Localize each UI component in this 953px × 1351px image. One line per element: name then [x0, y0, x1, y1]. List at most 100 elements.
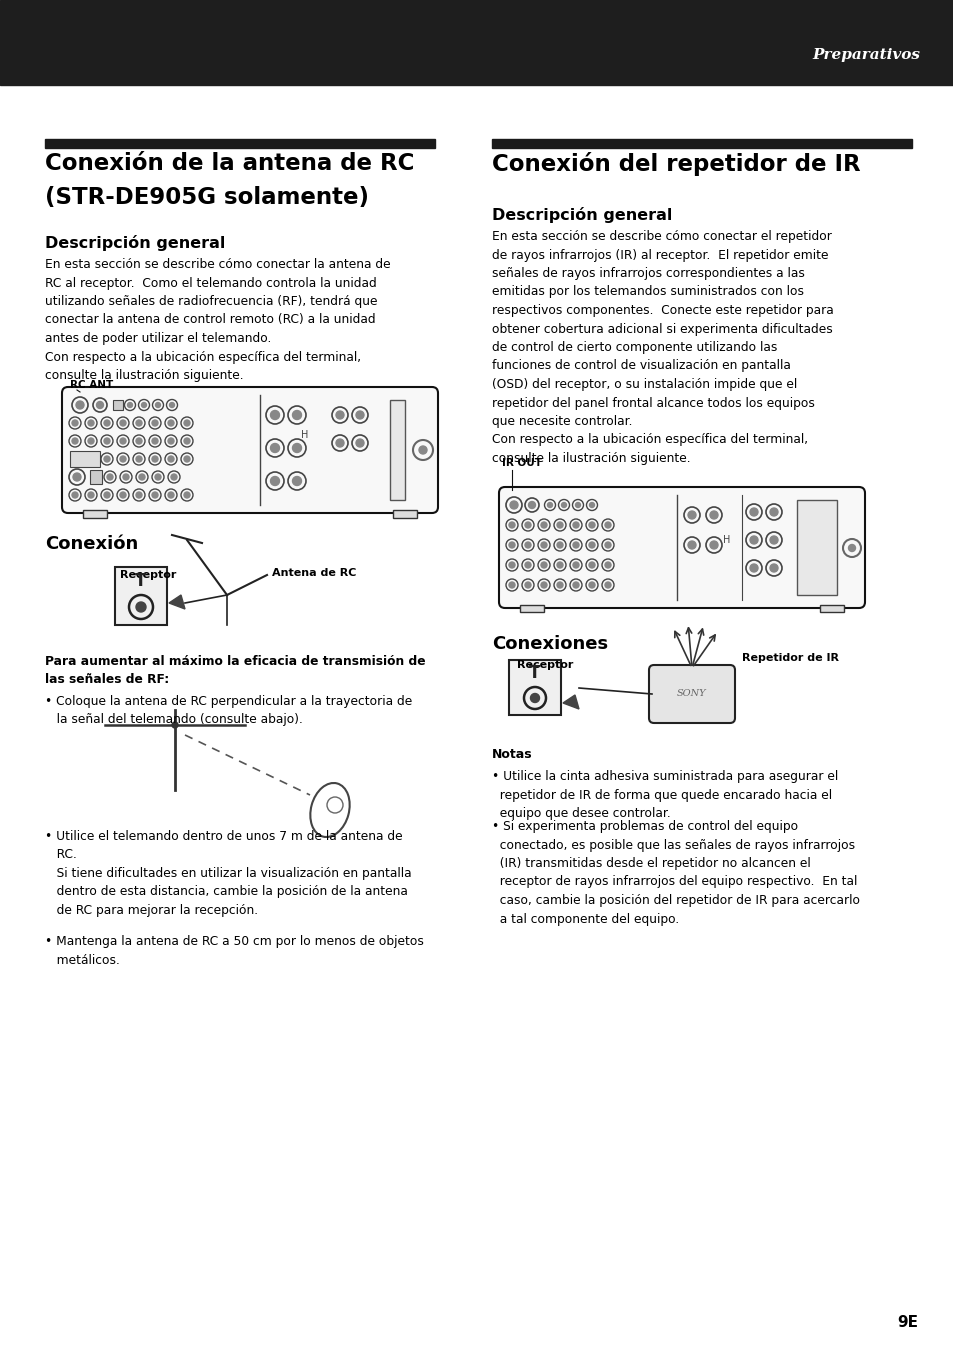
Circle shape: [123, 474, 129, 480]
Circle shape: [96, 401, 103, 408]
Circle shape: [128, 403, 132, 408]
Text: • Utilice el telemando dentro de unos 7 m de la antena de
   RC.
   Si tiene dif: • Utilice el telemando dentro de unos 7 …: [45, 830, 411, 917]
Bar: [90, 470, 102, 484]
FancyBboxPatch shape: [498, 486, 864, 608]
Circle shape: [540, 582, 546, 588]
Circle shape: [120, 420, 126, 426]
Circle shape: [76, 401, 84, 409]
Circle shape: [510, 501, 517, 509]
Circle shape: [136, 438, 142, 444]
Circle shape: [120, 457, 126, 462]
Text: Descripción general: Descripción general: [45, 235, 225, 251]
Text: Preparativos: Preparativos: [811, 49, 919, 62]
Circle shape: [152, 457, 158, 462]
Circle shape: [293, 477, 301, 485]
Circle shape: [769, 563, 778, 571]
Text: Notas: Notas: [492, 748, 532, 761]
Circle shape: [604, 542, 610, 549]
Circle shape: [136, 603, 146, 612]
Circle shape: [769, 508, 778, 516]
Circle shape: [172, 721, 178, 728]
Bar: [796, 500, 836, 594]
Polygon shape: [562, 694, 578, 709]
Text: Conexión: Conexión: [45, 535, 138, 553]
Bar: [115, 567, 167, 626]
Text: Conexión del repetidor de IR: Conexión del repetidor de IR: [492, 153, 860, 176]
Circle shape: [530, 693, 539, 703]
Circle shape: [524, 521, 531, 528]
Circle shape: [120, 438, 126, 444]
Text: • Mantenga la antena de RC a 50 cm por lo menos de objetos
   metálicos.: • Mantenga la antena de RC a 50 cm por l…: [45, 935, 423, 966]
Bar: [393, 509, 416, 517]
Circle shape: [418, 446, 427, 454]
Circle shape: [557, 562, 562, 567]
Circle shape: [557, 542, 562, 549]
Text: Receptor: Receptor: [120, 570, 176, 580]
Circle shape: [152, 438, 158, 444]
Circle shape: [184, 457, 190, 462]
Circle shape: [509, 521, 515, 528]
Circle shape: [749, 508, 758, 516]
Circle shape: [524, 542, 531, 549]
Text: 9E: 9E: [896, 1315, 917, 1329]
Circle shape: [604, 521, 610, 528]
Circle shape: [104, 420, 110, 426]
Circle shape: [168, 457, 173, 462]
Circle shape: [540, 542, 546, 549]
Circle shape: [73, 473, 81, 481]
Bar: [83, 509, 107, 517]
Circle shape: [168, 438, 173, 444]
Circle shape: [154, 474, 161, 480]
Text: IR OUT: IR OUT: [501, 458, 541, 467]
Circle shape: [271, 443, 279, 453]
Circle shape: [136, 420, 142, 426]
Circle shape: [573, 562, 578, 567]
Text: T: T: [529, 663, 540, 682]
Circle shape: [107, 474, 112, 480]
Circle shape: [509, 542, 515, 549]
Circle shape: [524, 582, 531, 588]
Circle shape: [588, 582, 595, 588]
Circle shape: [88, 492, 94, 499]
Circle shape: [152, 492, 158, 499]
Circle shape: [588, 562, 595, 567]
Circle shape: [184, 438, 190, 444]
Circle shape: [184, 492, 190, 499]
Text: H: H: [722, 535, 730, 544]
Circle shape: [575, 503, 579, 508]
FancyBboxPatch shape: [648, 665, 734, 723]
Circle shape: [509, 582, 515, 588]
Circle shape: [561, 503, 566, 508]
Bar: [492, 139, 911, 149]
Circle shape: [540, 562, 546, 567]
Text: Conexión de la antena de RC: Conexión de la antena de RC: [45, 153, 414, 176]
Circle shape: [271, 477, 279, 485]
Text: H: H: [301, 430, 309, 440]
Circle shape: [168, 420, 173, 426]
Circle shape: [557, 521, 562, 528]
Circle shape: [88, 420, 94, 426]
Circle shape: [749, 563, 758, 571]
Circle shape: [355, 411, 364, 419]
Circle shape: [152, 420, 158, 426]
Circle shape: [573, 521, 578, 528]
Circle shape: [355, 439, 364, 447]
Circle shape: [588, 542, 595, 549]
Circle shape: [524, 562, 531, 567]
Bar: [70, 451, 100, 467]
Circle shape: [155, 403, 160, 408]
Circle shape: [139, 474, 145, 480]
Bar: [112, 400, 123, 409]
Circle shape: [293, 411, 301, 420]
Circle shape: [604, 582, 610, 588]
Text: Antena de RC: Antena de RC: [272, 567, 356, 578]
Circle shape: [170, 403, 174, 408]
Circle shape: [589, 503, 594, 508]
Circle shape: [71, 438, 78, 444]
Circle shape: [573, 582, 578, 588]
Text: • Coloque la antena de RC perpendicular a la trayectoria de
   la señal del tele: • Coloque la antena de RC perpendicular …: [45, 694, 412, 725]
Circle shape: [184, 420, 190, 426]
Bar: [45, 139, 435, 149]
Text: • Utilice la cinta adhesiva suministrada para asegurar el
  repetidor de IR de f: • Utilice la cinta adhesiva suministrada…: [492, 770, 838, 820]
Circle shape: [71, 420, 78, 426]
